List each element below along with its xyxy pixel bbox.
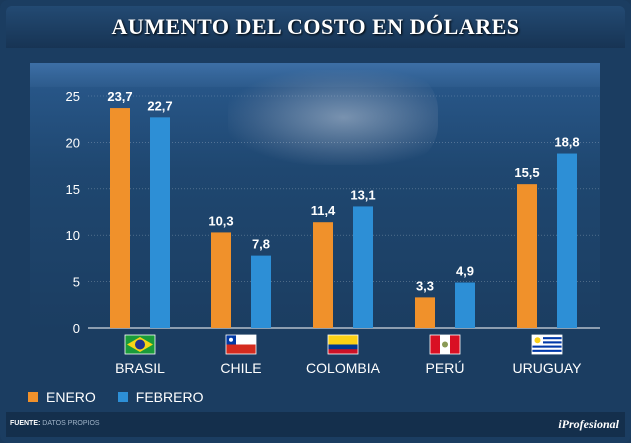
chile-flag-icon xyxy=(225,334,257,355)
bar-enero-4 xyxy=(517,184,537,328)
bar-enero-0 xyxy=(110,108,130,329)
data-label: 7,8 xyxy=(252,237,270,252)
peru-flag-icon xyxy=(429,334,461,355)
legend: ENERO FEBRERO xyxy=(28,388,215,406)
bar-febrero-3 xyxy=(455,282,475,328)
bar-enero-3 xyxy=(415,297,435,328)
category-label: CHILE xyxy=(220,360,261,376)
y-tick-label: 0 xyxy=(73,321,80,336)
bar-febrero-4 xyxy=(557,153,577,328)
data-label: 13,1 xyxy=(350,187,375,202)
brand-logo: iProfesional xyxy=(558,417,619,431)
legend-item-enero: ENERO xyxy=(28,389,96,405)
legend-label-enero: ENERO xyxy=(46,389,96,405)
title-bar: AUMENTO DEL COSTO EN DÓLARES xyxy=(6,6,625,48)
legend-swatch-febrero xyxy=(117,392,128,402)
category-label: COLOMBIA xyxy=(306,360,381,376)
legend-label-febrero: FEBRERO xyxy=(135,389,204,405)
uruguay-flag-icon xyxy=(531,334,563,355)
colombia-flag-icon xyxy=(327,334,359,355)
data-label: 10,3 xyxy=(208,213,233,228)
y-tick-label: 15 xyxy=(66,182,80,197)
bar-enero-1 xyxy=(211,232,231,328)
y-tick-label: 10 xyxy=(66,228,80,243)
data-label: 22,7 xyxy=(147,98,172,113)
chart-title: AUMENTO DEL COSTO EN DÓLARES xyxy=(111,14,520,39)
y-tick-label: 20 xyxy=(66,135,80,150)
y-tick-label: 25 xyxy=(66,89,80,104)
data-label: 23,7 xyxy=(107,89,132,104)
footer-band xyxy=(6,412,625,437)
bar-febrero-1 xyxy=(251,255,271,328)
data-label: 3,3 xyxy=(416,278,434,293)
legend-swatch-enero xyxy=(28,392,38,402)
bar-enero-2 xyxy=(313,222,333,328)
bar-febrero-2 xyxy=(353,206,373,328)
category-label: URUGUAY xyxy=(513,360,583,376)
brazil-flag-icon xyxy=(124,334,156,355)
source-value: DATOS PROPIOS xyxy=(42,420,100,427)
data-label: 18,8 xyxy=(554,135,579,150)
category-label: PERÚ xyxy=(426,360,465,376)
bar-febrero-0 xyxy=(150,117,170,329)
y-tick-label: 5 xyxy=(73,275,80,290)
data-label: 15,5 xyxy=(514,165,539,180)
legend-item-febrero: FEBRERO xyxy=(117,389,204,405)
money-calculator-photo xyxy=(228,70,438,165)
source-note: FUENTE: DATOS PROPIOS xyxy=(10,420,100,427)
data-label: 4,9 xyxy=(456,264,474,279)
category-label: BRASIL xyxy=(115,360,165,376)
data-label: 11,4 xyxy=(311,203,336,218)
source-label: FUENTE: xyxy=(10,420,41,427)
